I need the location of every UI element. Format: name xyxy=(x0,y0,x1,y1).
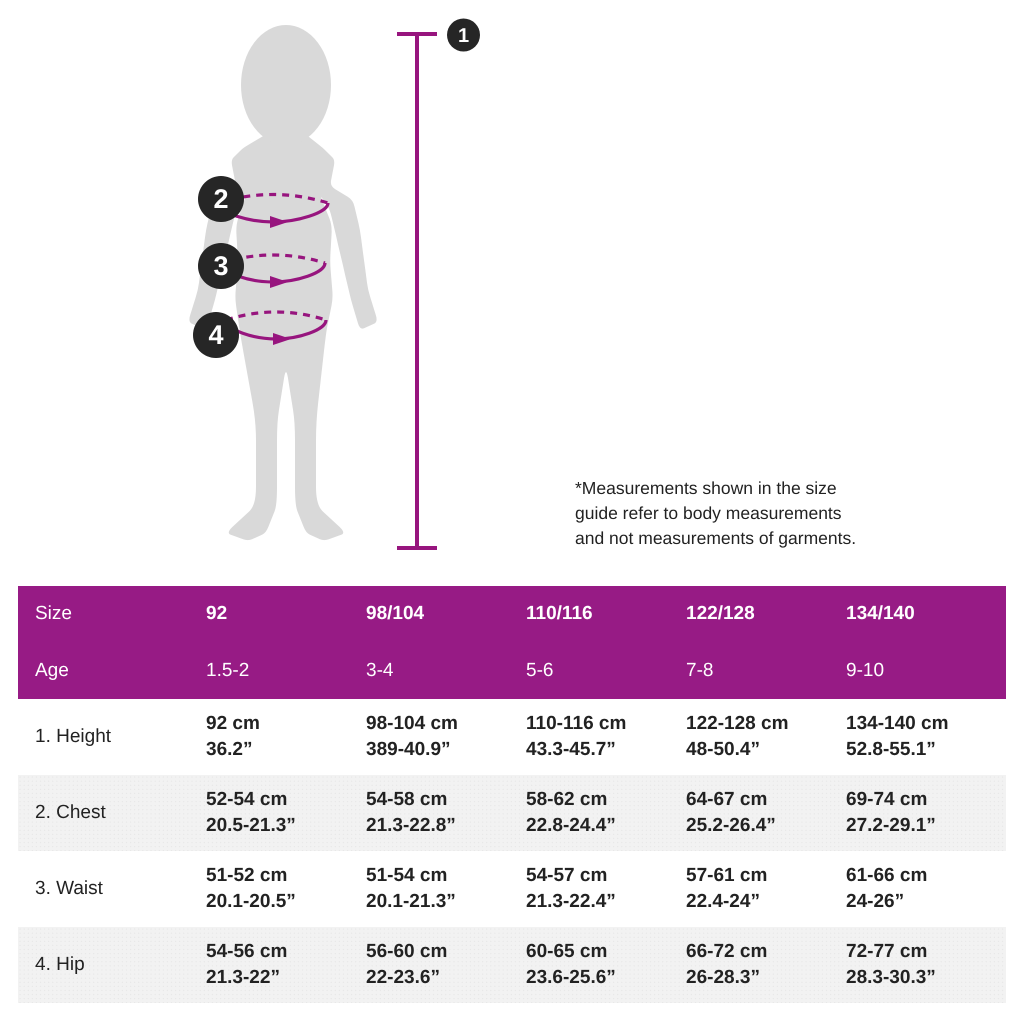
svg-text:2: 2 xyxy=(213,184,228,214)
svg-text:1: 1 xyxy=(458,25,469,47)
svg-text:3: 3 xyxy=(213,251,228,281)
svg-text:4: 4 xyxy=(208,320,223,350)
